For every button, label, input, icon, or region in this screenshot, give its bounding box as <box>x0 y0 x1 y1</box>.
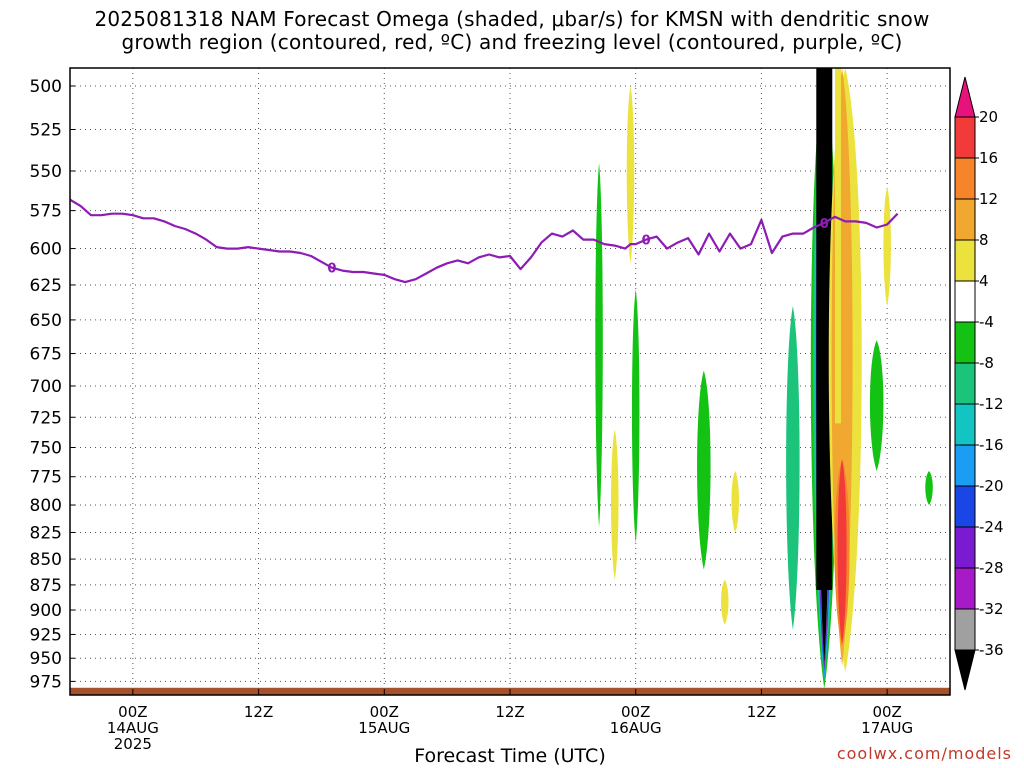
colorbar-label: -20 <box>979 477 1004 495</box>
chart-title-line1: 2025081318 NAM Forecast Omega (shaded, μ… <box>94 7 930 31</box>
colorbar-label: -12 <box>979 395 1004 413</box>
y-tick-label: 550 <box>30 162 62 182</box>
y-tick-label: 700 <box>30 377 62 397</box>
colorbar-box <box>954 321 976 364</box>
colorbar-box <box>954 239 976 282</box>
x-tick-label: 16AUG <box>610 719 662 737</box>
y-tick-label: 875 <box>30 576 62 596</box>
colorbar-box <box>954 403 976 446</box>
colorbar-bottom-triangle <box>954 649 976 691</box>
colorbar-box <box>954 157 976 200</box>
plot-area <box>70 68 950 695</box>
omega-blob <box>869 340 884 471</box>
colorbar-label: 16 <box>979 149 998 167</box>
x-tick-label: 12Z <box>747 703 776 721</box>
y-tick-label: 775 <box>30 468 62 488</box>
y-tick-label: 650 <box>30 311 62 331</box>
watermark: coolwx.com/models <box>836 744 1012 763</box>
omega-blob <box>626 86 635 264</box>
colorbar-label: -24 <box>979 518 1004 536</box>
freezing-level-label: 0 <box>327 262 336 277</box>
omega-blob <box>731 470 739 533</box>
y-tick-label: 950 <box>30 649 62 669</box>
colorbar-top-triangle <box>954 76 976 118</box>
omega-blob <box>611 429 619 580</box>
chart-title: 2025081318 NAM Forecast Omega (shaded, μ… <box>0 8 1024 54</box>
colorbar-box <box>954 608 976 651</box>
freezing-level-label: 0 <box>820 217 829 232</box>
colorbar-label: 8 <box>979 231 989 249</box>
omega-blob <box>697 370 711 570</box>
y-tick-label: 675 <box>30 345 62 365</box>
x-tick-label: 14AUG <box>107 719 159 737</box>
freezing-level-layer: 0 0 0 <box>70 198 899 284</box>
freezing-level-label: 0 <box>642 234 651 249</box>
x-tick-label: 00Z <box>370 703 399 721</box>
x-tick-label: 00Z <box>872 703 901 721</box>
omega-blob <box>595 162 603 528</box>
omega-blob <box>925 470 933 506</box>
y-tick-label: 575 <box>30 202 62 222</box>
freezing-level-line <box>70 198 899 284</box>
chart-title-line2: growth region (contoured, red, ºC) and f… <box>121 30 903 54</box>
colorbar-label: 20 <box>979 108 998 126</box>
omega-blob <box>721 579 729 625</box>
x-tick-label: 00Z <box>118 703 147 721</box>
y-tick-label: 825 <box>30 523 62 543</box>
x-tick-label: 2025 <box>114 735 152 753</box>
colorbar-label: -28 <box>979 559 1004 577</box>
y-tick-label: 525 <box>30 121 62 141</box>
colorbar-box <box>954 526 976 569</box>
colorbar-label: -36 <box>979 641 1004 659</box>
colorbar-box <box>954 485 976 528</box>
x-tick-label: 12Z <box>495 703 524 721</box>
colorbar-label: 12 <box>979 190 998 208</box>
omega-core <box>816 68 833 590</box>
y-tick-label: 800 <box>30 496 62 516</box>
x-tick-label: 00Z <box>621 703 650 721</box>
y-tick-label: 925 <box>30 625 62 645</box>
omega-blob <box>786 306 800 630</box>
omega-blob <box>883 187 891 307</box>
colorbar-box <box>954 567 976 610</box>
y-tick-label: 850 <box>30 550 62 570</box>
y-tick-label: 725 <box>30 408 62 428</box>
x-tick-label: 17AUG <box>861 719 913 737</box>
omega-band <box>837 459 847 645</box>
colorbar-label: -8 <box>979 354 994 372</box>
grid-layer <box>70 68 950 695</box>
colorbar-box <box>954 362 976 405</box>
colorbar-box <box>954 444 976 487</box>
colorbar: 20 16 12 8 4 -4 -8 -12 -16 -20 -24 -28 -32 -36 <box>954 76 1004 691</box>
y-tick-label: 900 <box>30 601 62 621</box>
y-tick-label: 500 <box>30 77 62 97</box>
colorbar-label: -4 <box>979 313 994 331</box>
x-tick-label: 12Z <box>244 703 273 721</box>
colorbar-label: -16 <box>979 436 1004 454</box>
x-axis-label: Forecast Time (UTC) <box>414 745 606 767</box>
y-tick-label: 750 <box>30 438 62 458</box>
y-tick-label: 600 <box>30 240 62 260</box>
y-tick-label: 975 <box>30 672 62 692</box>
y-tick-label: 625 <box>30 276 62 296</box>
colorbar-box <box>954 280 976 323</box>
y-axis-ticks: 500 525 550 575 600 625 650 675 700 725 750 775 800 8… <box>30 77 75 692</box>
x-tick-label: 15AUG <box>358 719 410 737</box>
colorbar-label: 4 <box>979 272 989 290</box>
omega-band <box>835 68 841 424</box>
colorbar-box <box>954 116 976 159</box>
colorbar-box <box>954 198 976 241</box>
colorbar-label: -32 <box>979 600 1004 618</box>
omega-blob <box>631 289 640 544</box>
